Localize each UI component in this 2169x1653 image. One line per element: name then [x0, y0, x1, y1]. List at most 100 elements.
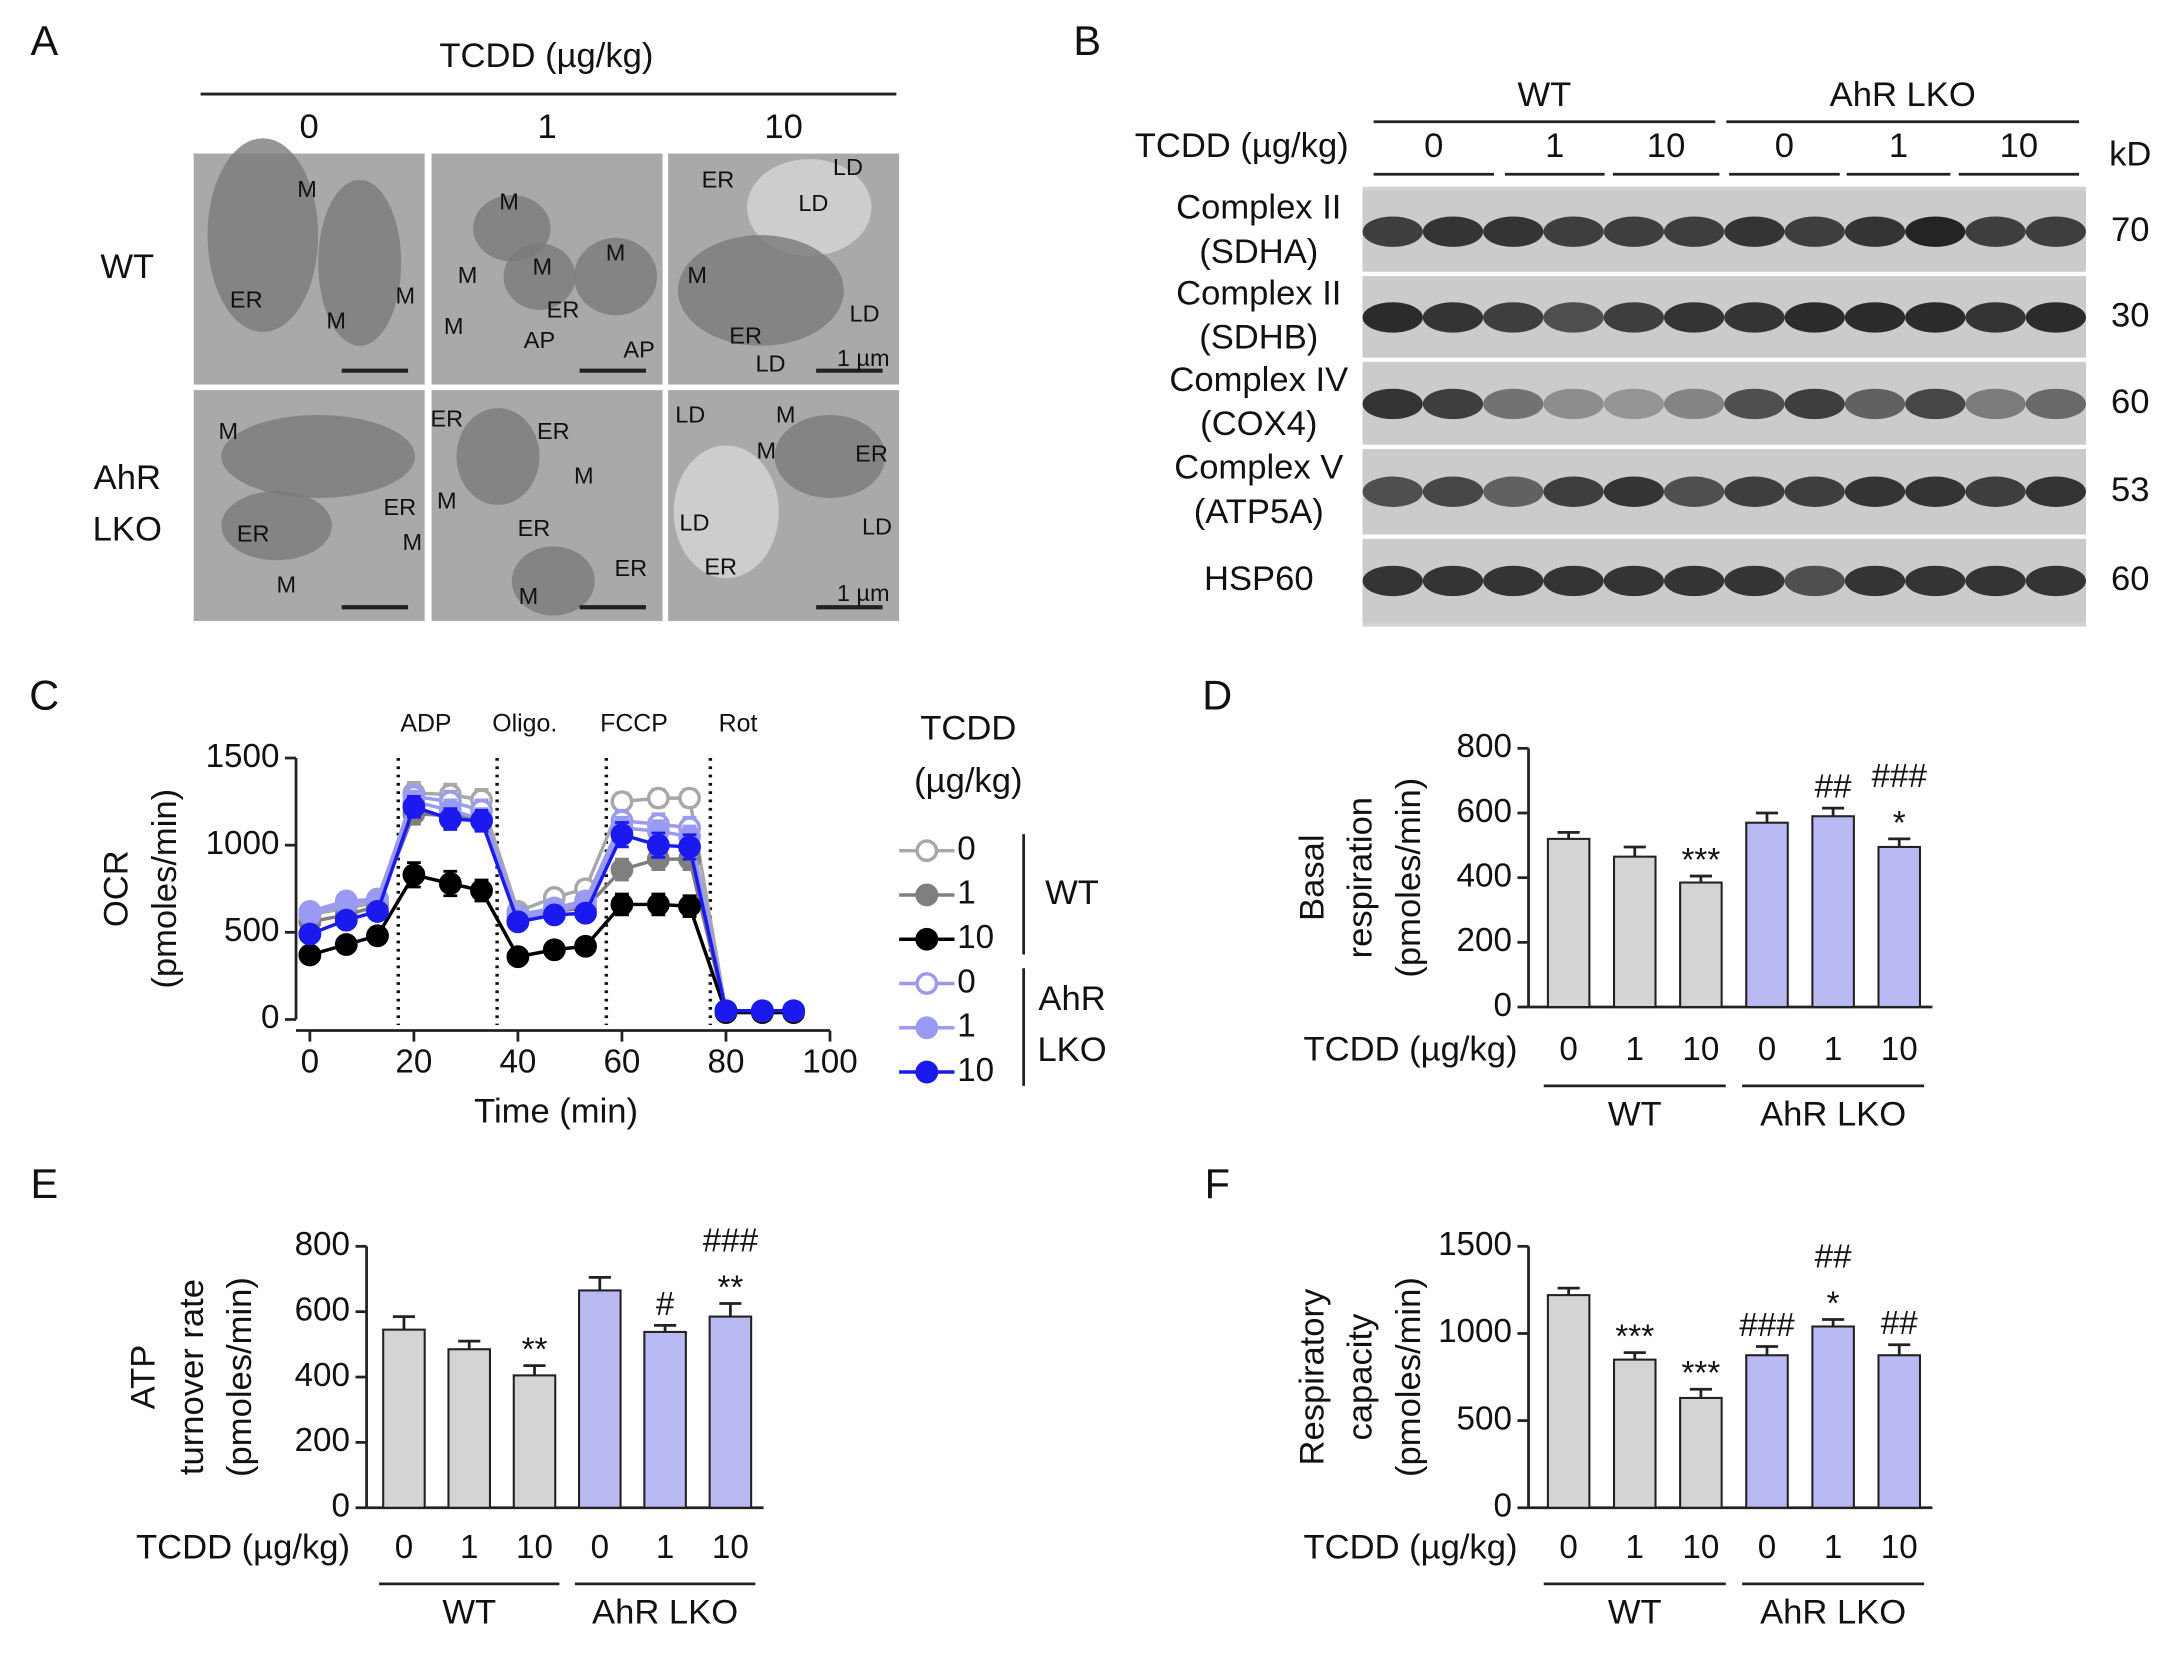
bar [1612, 1358, 1657, 1509]
y-axis-label: (pmoles/min) [1390, 778, 1428, 978]
micrograph-label: LD [755, 350, 785, 376]
bar [1679, 1396, 1723, 1509]
significance: # [656, 1286, 675, 1323]
blot-band [1603, 216, 1664, 247]
micrograph-label: AP [623, 337, 654, 363]
dose-label: 1 [1889, 127, 1908, 165]
blot-band [1603, 476, 1664, 507]
blot-band [2025, 565, 2086, 597]
protein-label: Complex V [1174, 449, 1343, 487]
significance: ### [1739, 1307, 1795, 1344]
data-point [610, 823, 634, 847]
blot-band [1724, 302, 1785, 333]
panel-letter: D [1202, 672, 1232, 719]
data-point [750, 999, 774, 1023]
y-tick-label: 800 [1457, 728, 1512, 765]
data-point [574, 901, 597, 925]
group-label: AhR LKO [1760, 1593, 1906, 1631]
x-tick-label: 1 [1824, 1529, 1842, 1566]
micrograph-label: M [326, 308, 346, 334]
dose-label: 0 [300, 108, 319, 146]
y-tick-label: 0 [1493, 1488, 1511, 1525]
x-tick-label: 1 [656, 1529, 674, 1566]
dose-label: 10 [1647, 127, 1685, 165]
data-point [470, 879, 493, 902]
protein-label: Complex II [1176, 274, 1341, 312]
blot-band [1844, 302, 1906, 333]
legend-marker [915, 972, 939, 995]
protein-label: (SDHB) [1199, 319, 1318, 357]
genotype-label: WT [100, 248, 154, 286]
data-point [542, 938, 566, 962]
x-tick-label: 80 [707, 1043, 744, 1080]
bar [1745, 1354, 1789, 1509]
blot-band [1905, 216, 1966, 247]
micrograph-label: M [606, 240, 626, 266]
blot-band [1965, 388, 2026, 420]
group-label: AhR LKO [1760, 1095, 1906, 1133]
micrograph-label: 1 µm [837, 580, 890, 606]
blot-band [1905, 476, 1966, 507]
error-bar [458, 1339, 481, 1350]
kd-label: 70 [2111, 211, 2149, 249]
data-point [646, 833, 670, 857]
dose-label: 10 [764, 108, 802, 146]
micrograph-label: ER [729, 323, 762, 349]
data-point [470, 809, 493, 833]
bar [1612, 855, 1657, 1009]
micrograph-label: ER [547, 296, 580, 322]
bar [708, 1315, 753, 1509]
legend-label: 1 [957, 875, 975, 912]
blot-band [1663, 565, 1725, 597]
blot-band [1483, 388, 1544, 420]
blot-band [1422, 388, 1484, 420]
bar [1877, 1354, 1922, 1509]
blot-band [1422, 476, 1484, 507]
micrograph-label: M [458, 262, 478, 288]
legend-label: 0 [957, 963, 975, 1000]
error-bar [1557, 831, 1580, 839]
y-axis-label: (pmoles/min) [1390, 1277, 1428, 1477]
micrograph-label: LD [679, 509, 709, 535]
blot-band [1663, 476, 1725, 507]
micrograph-label: LD [862, 514, 892, 540]
blot-band [1483, 216, 1544, 247]
x-tick-label: 10 [1682, 1529, 1719, 1566]
y-axis-label: capacity [1342, 1313, 1380, 1441]
error-bar [1888, 1343, 1911, 1356]
blot-band [1965, 565, 2026, 597]
blot-band [1724, 476, 1785, 507]
genotype-label: LKO [93, 510, 162, 548]
micrograph-label: ER [614, 555, 647, 581]
treatment-label: TCDD (µg/kg) [439, 37, 653, 75]
bar [447, 1348, 492, 1509]
x-tick-label: 10 [1682, 1031, 1719, 1068]
blot-band [1965, 476, 2026, 507]
micrograph-label: M [532, 254, 552, 280]
x-tick-label: 10 [516, 1529, 553, 1566]
blot-band [1543, 565, 1604, 597]
y-tick-label: 500 [224, 912, 279, 949]
x-tick-label: 100 [802, 1043, 857, 1080]
kd-label: 53 [2111, 471, 2149, 509]
data-point [782, 999, 805, 1023]
bar [1546, 1294, 1591, 1509]
x-axis-label: TCDD (µg/kg) [136, 1528, 350, 1566]
organelle [221, 491, 333, 561]
bar [1811, 815, 1855, 1009]
error-bar [1623, 1351, 1646, 1360]
error-bar [523, 1364, 546, 1376]
significance: *** [1682, 842, 1721, 879]
y-tick-label: 0 [332, 1488, 350, 1525]
x-tick-label: 0 [1758, 1529, 1776, 1566]
data-point [678, 894, 701, 918]
micrograph-label: M [437, 487, 457, 513]
micrograph-label: ER [855, 440, 888, 466]
blot-band [1724, 216, 1785, 247]
group-label: AhR LKO [592, 1593, 738, 1631]
significance: ## [1815, 769, 1852, 806]
micrograph-label: LD [850, 301, 880, 327]
blot-band [1603, 388, 1664, 420]
